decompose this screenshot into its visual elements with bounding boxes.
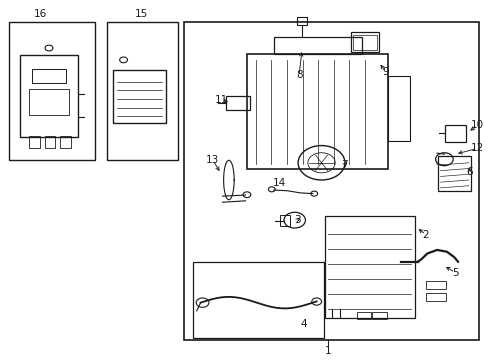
- Bar: [297, 17, 306, 25]
- Bar: [183, 22, 478, 339]
- Bar: [29, 89, 69, 116]
- Text: 9: 9: [382, 67, 388, 77]
- Bar: [246, 54, 387, 169]
- Bar: [352, 36, 376, 50]
- Bar: [20, 55, 78, 137]
- Text: 5: 5: [451, 267, 458, 278]
- Bar: [387, 76, 409, 140]
- Bar: [29, 136, 40, 148]
- Bar: [193, 262, 324, 338]
- Text: 4: 4: [300, 319, 306, 329]
- Text: 3: 3: [293, 215, 300, 225]
- Bar: [425, 293, 446, 301]
- Bar: [60, 136, 71, 148]
- Text: 15: 15: [134, 9, 147, 19]
- Bar: [273, 37, 361, 54]
- Bar: [225, 96, 250, 110]
- Text: 11: 11: [214, 95, 227, 105]
- Bar: [9, 22, 95, 160]
- Bar: [113, 69, 165, 123]
- Text: 2: 2: [422, 230, 428, 239]
- Bar: [44, 136, 55, 148]
- Bar: [356, 312, 370, 319]
- Bar: [437, 156, 470, 191]
- Text: 12: 12: [470, 143, 483, 153]
- Bar: [32, 69, 65, 83]
- Text: 10: 10: [470, 121, 483, 130]
- Bar: [371, 312, 386, 319]
- Bar: [107, 22, 177, 160]
- Bar: [279, 215, 290, 226]
- Text: 1: 1: [325, 346, 331, 356]
- Bar: [445, 125, 465, 142]
- Bar: [325, 216, 414, 318]
- Text: 16: 16: [34, 9, 47, 19]
- Bar: [425, 281, 446, 289]
- Text: 7: 7: [341, 160, 347, 170]
- Text: 14: 14: [272, 178, 285, 188]
- Text: 6: 6: [466, 167, 472, 177]
- Text: 8: 8: [295, 70, 302, 80]
- Bar: [350, 32, 378, 51]
- Text: 13: 13: [206, 155, 219, 165]
